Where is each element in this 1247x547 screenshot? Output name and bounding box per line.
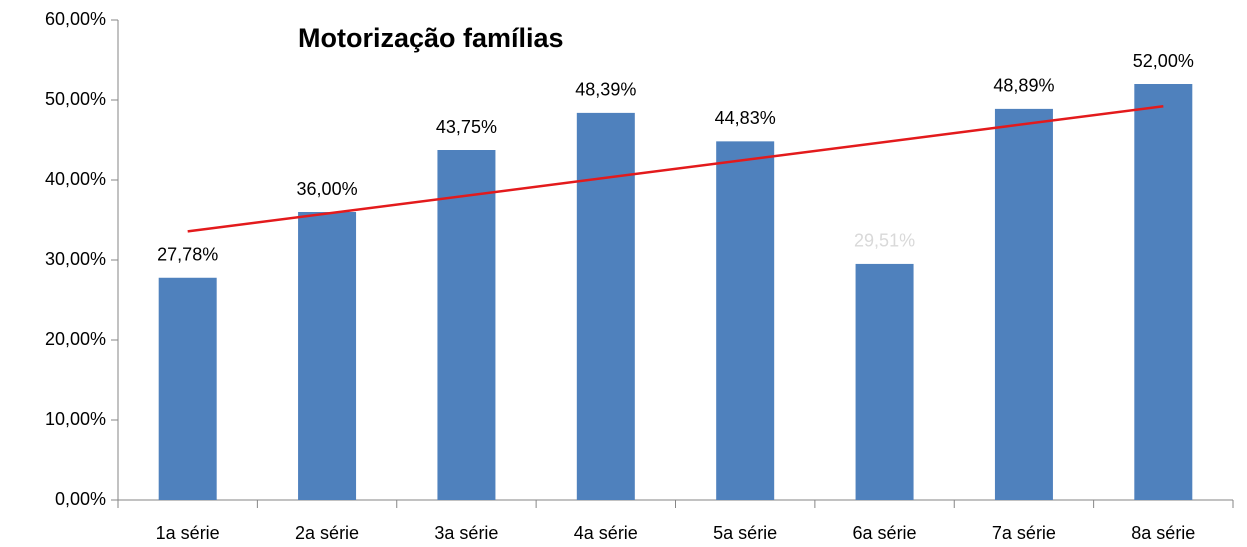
- bar: [576, 112, 635, 500]
- trendline: [187, 105, 1164, 233]
- x-tick-label: 1a série: [156, 523, 220, 543]
- x-tick-label: 3a série: [434, 523, 498, 543]
- chart-title: Motorização famílias: [298, 23, 564, 53]
- value-label: 44,83%: [715, 108, 776, 128]
- y-tick-label: 60,00%: [45, 9, 106, 29]
- y-tick-label: 20,00%: [45, 329, 106, 349]
- bar: [994, 108, 1053, 500]
- bar: [437, 150, 496, 500]
- value-label: 52,00%: [1133, 51, 1194, 71]
- y-tick-label: 0,00%: [55, 489, 106, 509]
- value-label: 48,39%: [575, 80, 636, 100]
- value-label: 36,00%: [297, 179, 358, 199]
- x-tick-label: 8a série: [1131, 523, 1195, 543]
- x-tick-label: 4a série: [574, 523, 638, 543]
- bar: [298, 212, 357, 500]
- y-tick-label: 50,00%: [45, 89, 106, 109]
- y-tick-label: 40,00%: [45, 169, 106, 189]
- value-label: 48,89%: [993, 76, 1054, 96]
- bar: [716, 141, 775, 501]
- value-label: 27,78%: [157, 245, 218, 265]
- bar: [1134, 84, 1193, 500]
- bar: [158, 277, 217, 500]
- x-tick-label: 5a série: [713, 523, 777, 543]
- bar: [855, 263, 914, 500]
- x-tick-label: 6a série: [853, 523, 917, 543]
- value-label: 29,51%: [854, 231, 915, 251]
- y-tick-label: 10,00%: [45, 409, 106, 429]
- y-tick-label: 30,00%: [45, 249, 106, 269]
- x-tick-label: 2a série: [295, 523, 359, 543]
- x-tick-label: 7a série: [992, 523, 1056, 543]
- value-label: 43,75%: [436, 117, 497, 137]
